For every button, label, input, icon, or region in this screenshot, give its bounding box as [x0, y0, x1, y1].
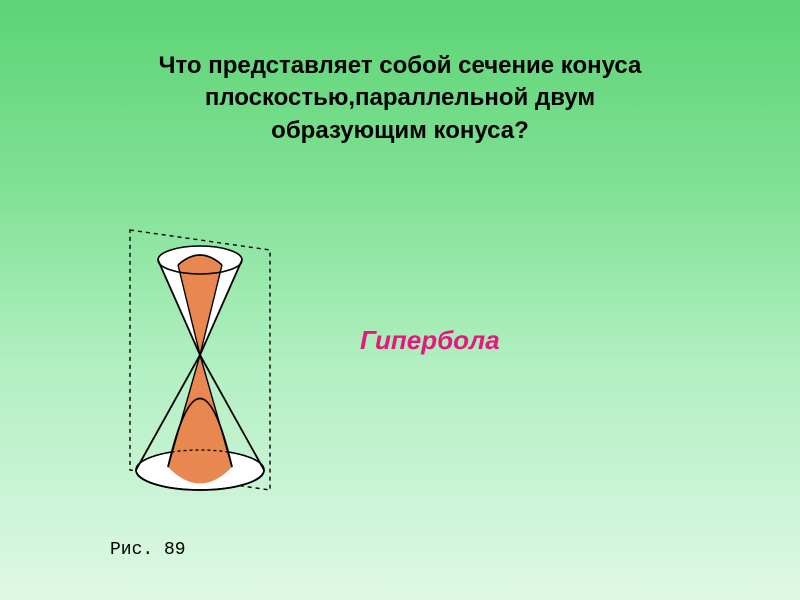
question-title: Что представляет собой сечение конуса пл…	[0, 0, 800, 147]
diagram-container	[100, 210, 300, 530]
title-line-2: плоскостью,параллельной двум	[60, 82, 740, 114]
answer-label: Гипербола	[360, 325, 500, 356]
title-line-3: образующим конуса?	[60, 115, 740, 147]
figure-caption: Рис. 89	[110, 540, 186, 560]
cone-diagram	[100, 210, 300, 530]
title-line-1: Что представляет собой сечение конуса	[60, 50, 740, 82]
